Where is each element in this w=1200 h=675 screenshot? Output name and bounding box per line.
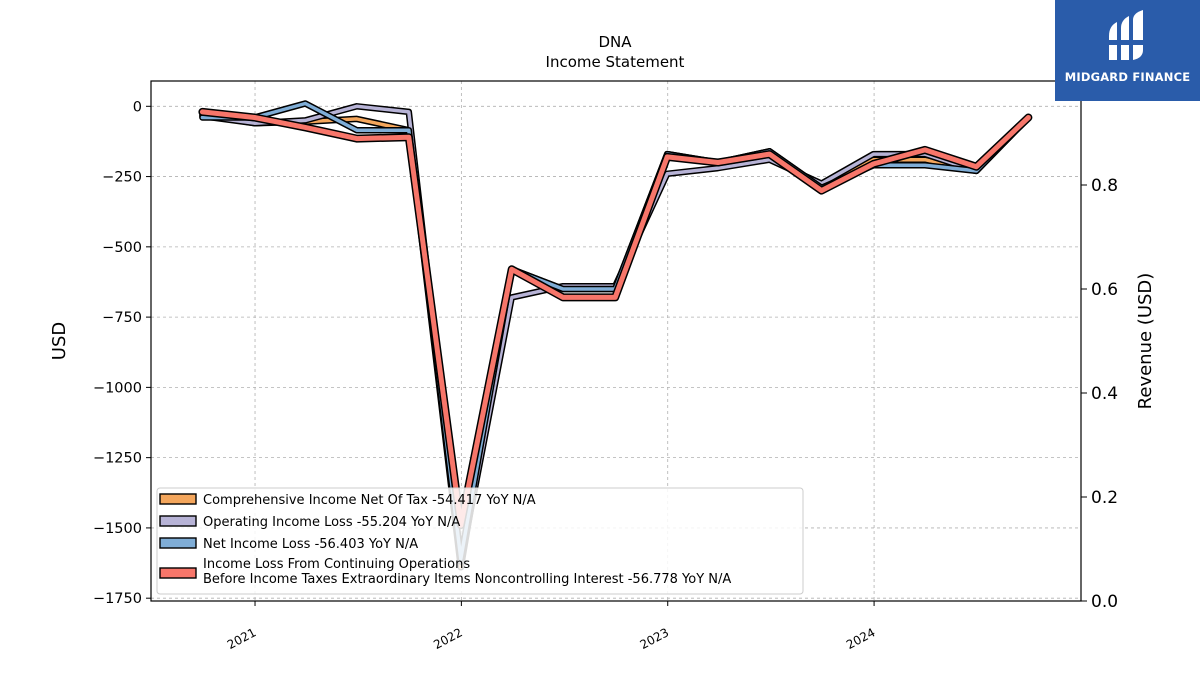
y2-tick-label: 0.0 [1091,592,1118,612]
chart-subtitle: Income Statement [546,53,685,71]
chart-title: DNA [598,33,632,51]
y-tick-label: −250 [102,170,142,186]
legend-swatch-1 [159,515,197,527]
y-tick-label: −1750 [93,591,142,607]
x-tick-label: 2024 [844,625,878,652]
y-axis-label: USD [49,322,70,360]
y2-tick-label: 0.2 [1091,488,1118,508]
series-outline-3 [198,107,1033,530]
legend-label-1: Operating Income Loss -55.204 YoY N/A [203,515,460,530]
legend-label-2: Net Income Loss -56.403 YoY N/A [203,537,418,552]
series-lines [198,100,1033,571]
y2-tick-label: 0.8 [1091,176,1118,196]
legend-label-3-line-1: Before Income Taxes Extraordinary Items … [203,572,731,587]
legend-swatch-3 [159,567,197,579]
y-tick-label: −750 [102,310,142,326]
legend-label-0: Comprehensive Income Net Of Tax -54.417 … [203,493,536,508]
x-tick-label: 2023 [638,625,672,652]
plot-area [150,80,1082,602]
midgard-finance-logo-icon [1107,10,1147,60]
brand-logo: MIDGARD FINANCE [1055,0,1200,101]
legend-swatch-2 [159,537,197,549]
y2-tick-label: 0.6 [1091,280,1118,300]
legend-box [156,487,804,595]
series-line-3 [199,109,1031,528]
y2-tick-label: 0.4 [1091,384,1118,404]
legend: Comprehensive Income Net Of Tax -54.417 … [156,487,804,595]
y-tick-label: −1000 [93,380,142,396]
y-tick-label: −500 [102,240,142,256]
legend-label-3-line-0: Income Loss From Continuing Operations [203,557,470,572]
y2-axis-label: Revenue (USD) [1135,273,1156,410]
legend-swatch-0 [159,493,197,505]
x-tick-label: 2021 [225,625,259,652]
y-tick-label: −1250 [93,451,142,467]
y-tick-label: −1500 [93,521,142,537]
y-tick-label: 0 [133,99,142,115]
x-tick-label: 2022 [431,625,465,652]
brand-name: MIDGARD FINANCE [1064,70,1191,84]
